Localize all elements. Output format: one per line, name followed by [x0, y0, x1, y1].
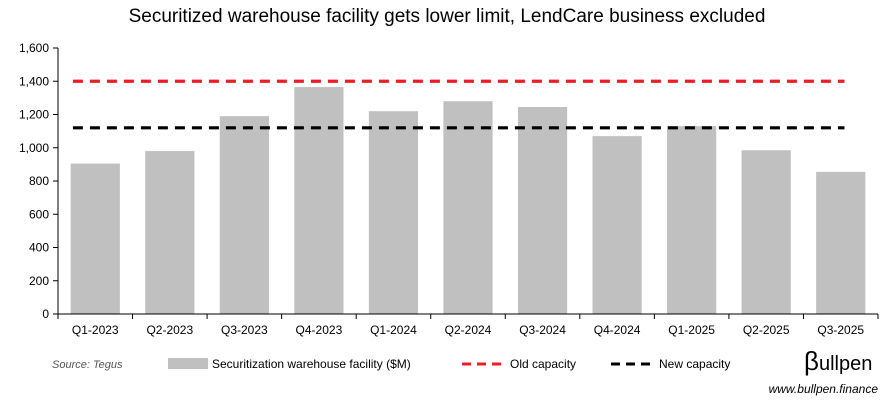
y-tick-label: 800 — [29, 174, 49, 188]
bar-q2-2023 — [145, 151, 195, 314]
brand-url: www.bullpen.finance — [769, 382, 879, 396]
chart-title: Securitized warehouse facility gets lowe… — [129, 6, 766, 27]
bar-q4-2023 — [294, 87, 344, 314]
bar-q3-2024 — [517, 107, 568, 314]
bar-q3-2025 — [816, 171, 866, 314]
bars — [70, 87, 866, 314]
y-tick-label: 200 — [29, 274, 49, 288]
bar-q4-2024 — [592, 136, 642, 314]
x-tick-label: Q3-2024 — [519, 323, 566, 337]
brand-logo: βullpen — [804, 346, 872, 376]
y-tick-label: 1,200 — [19, 108, 49, 122]
x-tick-label: Q2-2025 — [743, 323, 790, 337]
legend-label-old-capacity: Old capacity — [510, 357, 576, 371]
x-tick-label: Q4-2023 — [296, 323, 343, 337]
x-axis: Q1-2023 Q2-2023 Q3-2023 Q4-2023 Q1-2024 Q2-20… — [57, 313, 879, 337]
x-tick-label: Q1-2023 — [72, 323, 119, 337]
x-tick-label: Q2-2024 — [445, 323, 492, 337]
y-tick-label: 1,400 — [19, 74, 49, 88]
legend: Securitization warehouse facility ($M) O… — [168, 357, 730, 371]
y-axis: 0 200 400 600 800 1,000 1,200 1,400 1,600 — [19, 41, 59, 321]
brand-name: ullpen — [819, 353, 872, 375]
bar-q1-2025 — [667, 126, 717, 314]
legend-swatch-series — [168, 358, 208, 369]
x-tick-label: Q1-2024 — [370, 323, 417, 337]
legend-label-new-capacity: New capacity — [659, 357, 730, 371]
x-tick-label: Q3-2023 — [221, 323, 268, 337]
y-tick-label: 600 — [29, 207, 49, 221]
bar-q1-2023 — [70, 163, 120, 314]
x-tick-label: Q4-2024 — [594, 323, 641, 337]
y-tick-label: 1,600 — [19, 41, 49, 55]
bar-q2-2025 — [741, 150, 791, 314]
y-tick-label: 1,000 — [19, 141, 49, 155]
brand-symbol: β — [804, 346, 819, 376]
x-tick-label: Q1-2025 — [668, 323, 715, 337]
y-tick-label: 400 — [29, 241, 49, 255]
x-tick-label: Q2-2023 — [146, 323, 193, 337]
legend-label-series: Securitization warehouse facility ($M) — [212, 357, 411, 371]
x-tick-label: Q3-2025 — [817, 323, 864, 337]
bar-q2-2024 — [443, 101, 493, 314]
svg-text:βullpen: βullpen — [804, 346, 872, 376]
bar-q1-2024 — [368, 111, 419, 314]
bar-q3-2023 — [219, 116, 269, 314]
reference-lines — [72, 79, 845, 130]
source-note: Source: Tegus — [52, 359, 123, 371]
y-tick-label: 0 — [42, 307, 49, 321]
